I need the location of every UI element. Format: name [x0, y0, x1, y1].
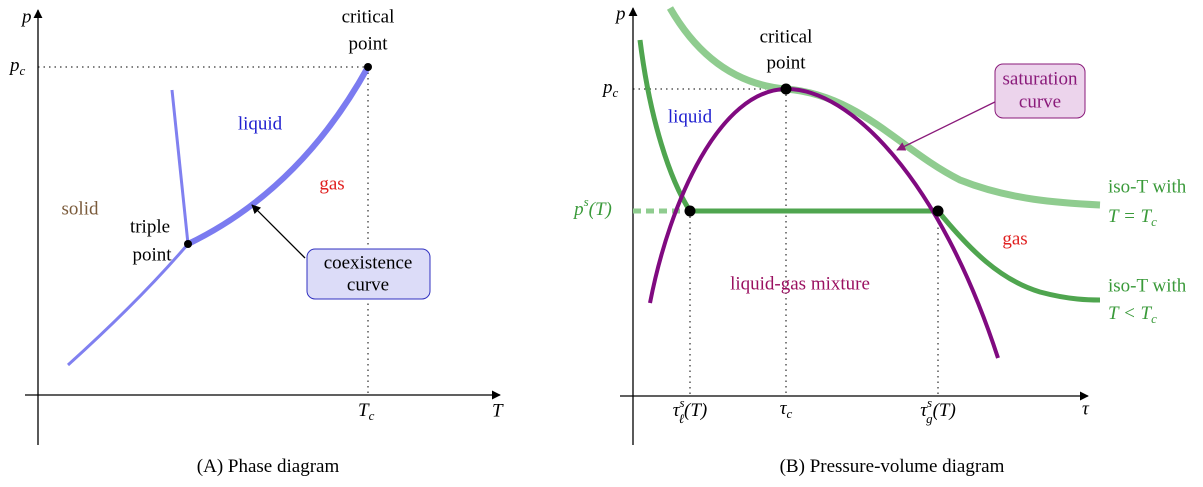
label: iso-T with — [1108, 176, 1187, 197]
caption: (B) Pressure-volume diagram — [780, 456, 1005, 477]
tick-label: τs g(T) — [920, 395, 956, 426]
tick-label: τc — [780, 398, 793, 421]
label: curve — [1019, 91, 1061, 112]
label: liquid — [238, 113, 283, 134]
label: T = Tc — [1108, 206, 1157, 229]
critical-point — [780, 83, 792, 95]
ps-label: ps(T) — [572, 194, 612, 220]
caption: (A) Phase diagram — [197, 456, 340, 477]
arrow — [251, 204, 306, 259]
label: iso-T with — [1108, 275, 1187, 296]
label: point — [132, 244, 172, 265]
isotherm-low — [637, 39, 1101, 303]
label: point — [348, 33, 388, 54]
label: liquid-gas mixture — [730, 273, 870, 294]
isotherm-critical — [666, 6, 1101, 209]
axis-label: τ — [1082, 398, 1090, 419]
point — [684, 205, 696, 217]
label: curve — [347, 274, 389, 295]
label: gas — [1002, 228, 1027, 249]
label: critical — [342, 6, 395, 27]
arrow — [896, 97, 1004, 151]
melting-curve — [170, 89, 190, 245]
point — [932, 205, 944, 217]
callout-box — [306, 248, 431, 300]
label: saturation — [1003, 68, 1078, 89]
critical-point — [364, 63, 372, 71]
label: triple — [130, 216, 170, 237]
axis-label: T — [492, 400, 504, 421]
triple-point — [184, 240, 192, 248]
label: gas — [319, 173, 344, 194]
pc-label: pc — [601, 77, 619, 100]
label: solid — [62, 198, 99, 219]
callout-box — [994, 63, 1086, 119]
tick-label: τs ℓ(T) — [673, 395, 708, 426]
label: critical — [760, 26, 813, 47]
axis-label: p — [614, 3, 626, 24]
label: T < Tc — [1108, 303, 1157, 326]
pc-label: pc — [8, 55, 26, 78]
axis-label: p — [20, 6, 32, 27]
tc-label: Tc — [358, 400, 375, 423]
label: liquid — [668, 106, 713, 127]
coexistence-curve — [186, 65, 371, 247]
panel-a: p T pc Tc critical point triple point li… — [8, 6, 504, 477]
sublimation-curve — [66, 243, 190, 367]
label: coexistence — [324, 252, 413, 273]
panel-b: p τ pc ps(T) critical point saturation c… — [572, 3, 1187, 477]
label: point — [766, 52, 806, 73]
